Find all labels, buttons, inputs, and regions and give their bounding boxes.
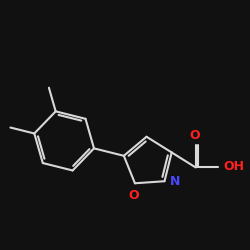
Text: OH: OH xyxy=(223,160,244,173)
Text: O: O xyxy=(190,128,200,141)
Text: O: O xyxy=(128,189,139,202)
Text: N: N xyxy=(170,175,180,188)
